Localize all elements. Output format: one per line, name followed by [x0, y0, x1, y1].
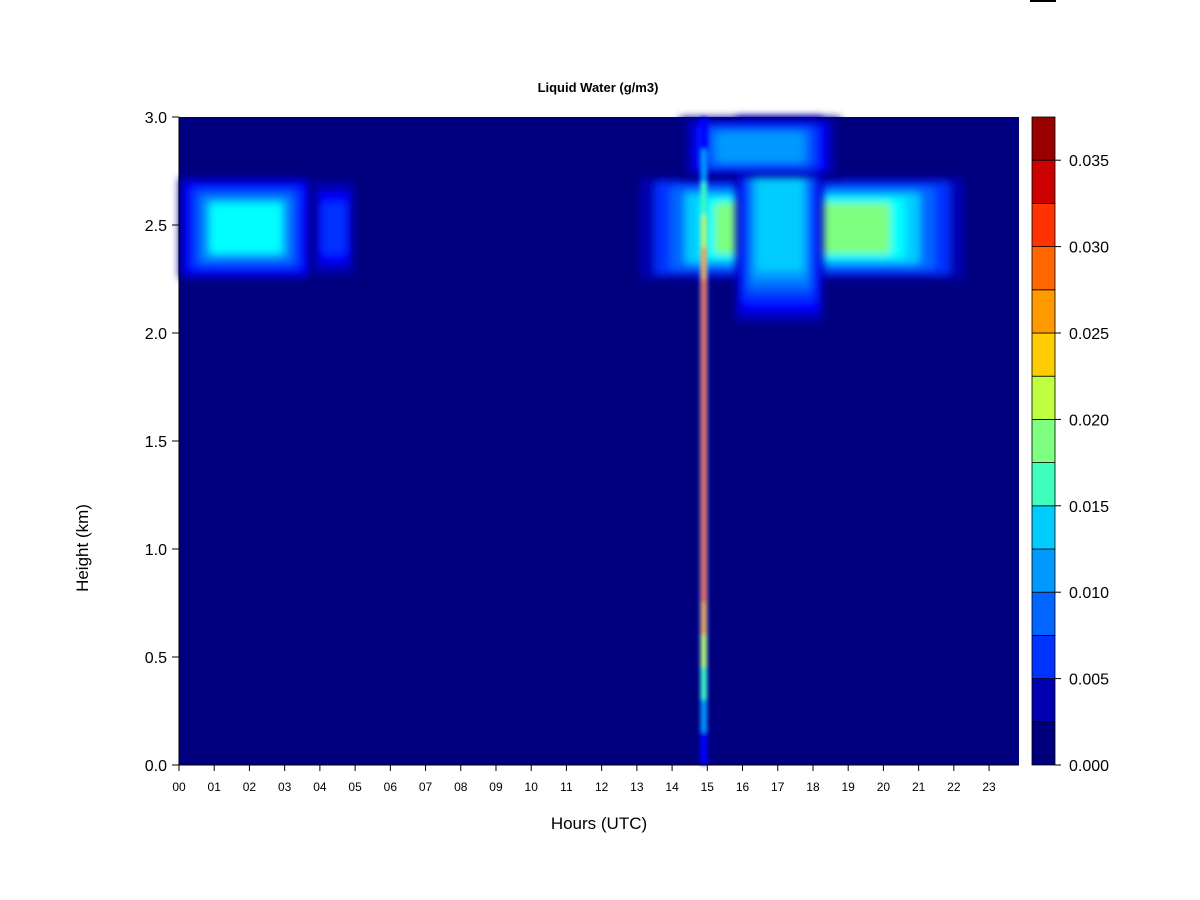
colorbar-tick-label: 0.005: [1069, 672, 1109, 689]
y-tick-label: 1.5: [145, 434, 167, 451]
colorbar-bin: [1031, 635, 1056, 680]
plot-area: [178, 117, 1019, 766]
colorbar-bin: [1031, 116, 1056, 161]
x-tick-label: 02: [243, 780, 257, 794]
x-axis-label: Hours (UTC): [551, 814, 647, 833]
x-tick-label: 07: [419, 780, 433, 794]
y-tick-label: 0.0: [145, 758, 167, 775]
x-tick-label: 10: [525, 780, 539, 794]
colorbar: 0.000 0.005 0.010 0.015 0.020 0.025 0.030 0.035: [1031, 116, 1109, 775]
feature-band: [322, 202, 346, 254]
feature-0: [179, 177, 313, 279]
feature-1: [312, 177, 356, 279]
top-edge-mark: [1030, 0, 1056, 2]
y-axis-label: Height (km): [73, 504, 92, 592]
x-axis: 00 01 02 03 04 05 06 07 08 09 10 11 12 13 14 15 16 17 18 19…: [172, 765, 996, 794]
x-tick-label: 05: [348, 780, 362, 794]
colorbar-bin: [1031, 332, 1056, 377]
chart-title: Liquid Water (g/m3): [538, 80, 659, 95]
y-axis: 0.0 0.5 1.0 1.5 2.0 2.5 3.0: [145, 110, 179, 775]
x-tick-label: 00: [172, 780, 186, 794]
x-tick-label: 19: [842, 780, 856, 794]
x-tick-label: 04: [313, 780, 327, 794]
feature-band: [701, 279, 706, 603]
colorbar-bin: [1031, 159, 1056, 204]
feature-band: [716, 132, 805, 163]
colorbar-bin: [1031, 591, 1056, 636]
x-tick-label: 23: [982, 780, 996, 794]
colorbar-bin: [1031, 548, 1056, 593]
x-tick-label: 21: [912, 780, 926, 794]
x-tick-label: 12: [595, 780, 609, 794]
colorbar-tick-label: 0.000: [1069, 758, 1109, 775]
x-tick-label: 20: [877, 780, 891, 794]
y-tick-label: 3.0: [145, 110, 167, 127]
colorbar-bin: [1031, 246, 1056, 291]
feature-band: [209, 202, 283, 254]
x-tick-label: 09: [489, 780, 503, 794]
y-tick-label: 1.0: [145, 542, 167, 559]
colorbar-tick-label: 0.035: [1069, 153, 1109, 170]
x-tick-label: 06: [384, 780, 398, 794]
x-tick-label: 13: [630, 780, 644, 794]
colorbar-bin: [1031, 721, 1056, 766]
colorbar-bin: [1031, 418, 1056, 463]
x-tick-label: 18: [806, 780, 820, 794]
colorbar-tick-label: 0.020: [1069, 412, 1109, 429]
feature-5: [700, 117, 708, 765]
x-tick-label: 08: [454, 780, 468, 794]
feature-band: [755, 168, 804, 271]
y-tick-label: 2.5: [145, 218, 167, 235]
feature-4: [679, 117, 842, 178]
colorbar-bin: [1031, 375, 1056, 420]
colorbar-bin: [1031, 678, 1056, 723]
x-tick-label: 14: [665, 780, 679, 794]
y-tick-label: 2.0: [145, 326, 167, 343]
colorbar-bin: [1031, 505, 1056, 550]
x-tick-label: 17: [771, 780, 785, 794]
colorbar-tick-label: 0.015: [1069, 499, 1109, 516]
x-tick-label: 16: [736, 780, 750, 794]
y-tick-label: 0.5: [145, 650, 167, 667]
x-tick-label: 01: [208, 780, 222, 794]
x-tick-label: 15: [701, 780, 715, 794]
colorbar-bin: [1031, 289, 1056, 334]
colorbar-bin: [1031, 202, 1056, 247]
colorbar-tick-label: 0.025: [1069, 326, 1109, 343]
colorbar-bin: [1031, 462, 1056, 507]
colorbar-tick-label: 0.010: [1069, 585, 1109, 602]
x-tick-label: 11: [560, 780, 573, 794]
x-tick-label: 22: [947, 780, 961, 794]
colorbar-tick-label: 0.030: [1069, 240, 1109, 257]
x-tick-label: 03: [278, 780, 292, 794]
